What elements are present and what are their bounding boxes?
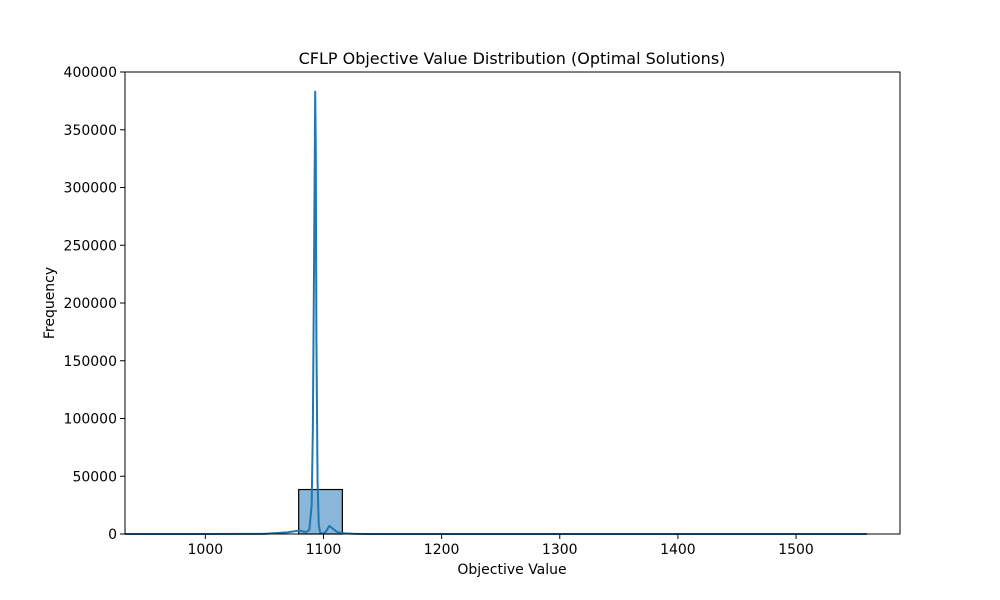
y-tick-label: 300000 <box>64 181 117 197</box>
y-tick-label: 250000 <box>64 238 117 254</box>
x-tick-label: 1500 <box>778 542 814 558</box>
histogram-bar <box>298 488 343 535</box>
plot-background <box>125 72 900 534</box>
x-tick-label: 1200 <box>424 542 460 558</box>
y-tick-label: 50000 <box>72 469 117 485</box>
x-tick-label: 1100 <box>306 542 342 558</box>
histogram-bars <box>298 488 343 535</box>
y-tick-label: 0 <box>108 527 117 543</box>
x-axis-ticks: 1000 1100 1200 1300 1400 1500 <box>188 534 814 558</box>
y-axis-title: Frequency <box>42 267 58 339</box>
y-tick-label: 400000 <box>64 65 117 81</box>
y-tick-label: 100000 <box>64 412 117 428</box>
y-axis-ticks: 0 50000 100000 150000 200000 250000 300000 3500… <box>64 65 125 543</box>
y-tick-label: 350000 <box>64 123 117 139</box>
y-tick-label: 200000 <box>64 296 117 312</box>
x-axis-title: Objective Value <box>457 562 566 578</box>
x-tick-label: 1000 <box>188 542 224 558</box>
y-tick-label: 150000 <box>64 354 117 370</box>
x-tick-label: 1400 <box>660 542 696 558</box>
chart-title: CFLP Objective Value Distribution (Optim… <box>299 49 726 68</box>
x-tick-label: 1300 <box>542 542 578 558</box>
